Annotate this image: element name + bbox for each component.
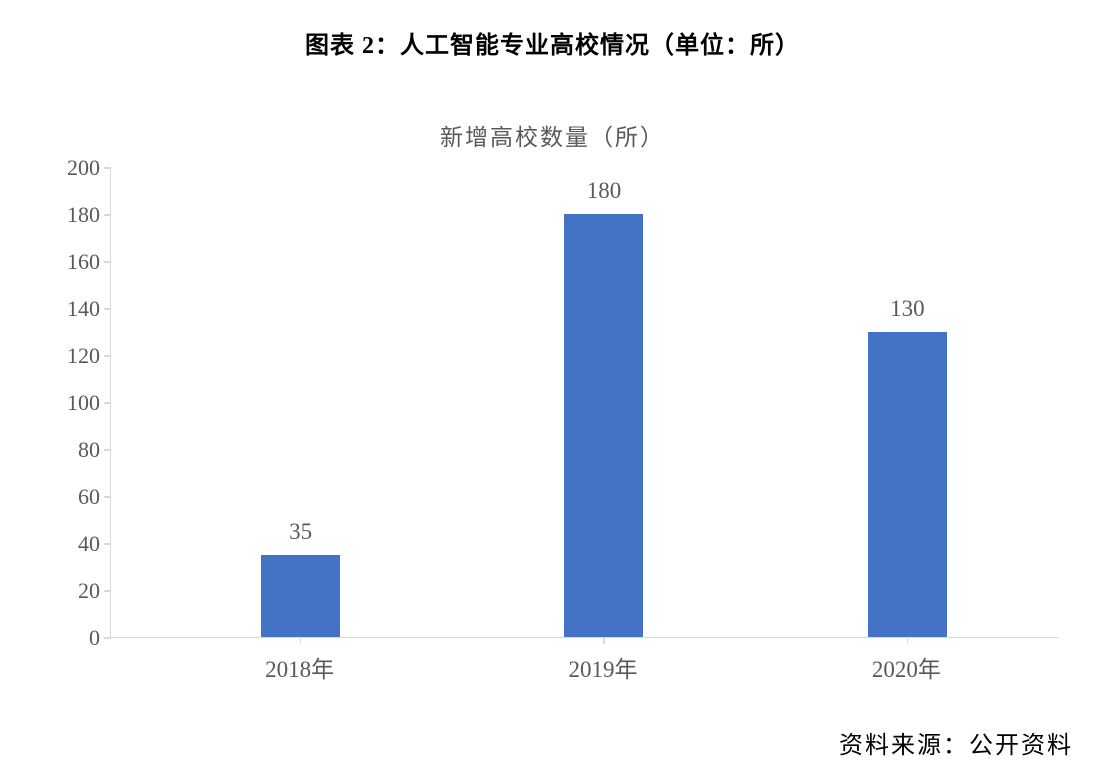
y-tick-label: 200 (67, 155, 100, 181)
y-tick-mark (104, 543, 111, 545)
y-tick-label: 20 (78, 578, 100, 604)
y-tick-mark (104, 496, 111, 498)
y-tick-mark (104, 261, 111, 263)
bar-value-label: 35 (289, 519, 312, 545)
y-tick-label: 120 (67, 343, 100, 369)
x-tick-label: 2018年 (265, 650, 334, 684)
bar-value-label: 130 (890, 296, 925, 322)
y-tick-mark (104, 214, 111, 216)
y-tick-label: 60 (78, 484, 100, 510)
x-tick-mark (300, 637, 302, 644)
y-tick-label: 0 (89, 625, 100, 651)
y-tick-label: 160 (67, 249, 100, 275)
chart-title: 图表 2：人工智能专业高校情况（单位：所） (0, 0, 1105, 60)
y-tick-mark (104, 637, 111, 639)
bar (261, 555, 340, 637)
bar-value-label: 180 (587, 178, 622, 204)
y-tick-mark (104, 308, 111, 310)
y-tick-label: 140 (67, 296, 100, 322)
source-label: 资料来源：公开资料 (839, 725, 1073, 760)
y-tick-label: 100 (67, 390, 100, 416)
plot-area: 35 180 130 (110, 168, 1058, 638)
y-tick-mark (104, 402, 111, 404)
x-tick-mark (907, 637, 909, 644)
x-tick-mark (603, 637, 605, 644)
chart-subtitle: 新增高校数量（所） (0, 118, 1105, 152)
bar (564, 214, 643, 637)
chart-area: 35180130 0204060801001201401601802002018… (48, 168, 1058, 678)
y-tick-mark (104, 167, 111, 169)
bar (868, 332, 947, 638)
y-tick-mark (104, 449, 111, 451)
y-tick-mark (104, 590, 111, 592)
x-tick-label: 2019年 (568, 650, 637, 684)
y-tick-mark (104, 355, 111, 357)
y-tick-label: 80 (78, 437, 100, 463)
y-tick-label: 40 (78, 531, 100, 557)
y-tick-label: 180 (67, 202, 100, 228)
x-tick-label: 2020年 (872, 650, 941, 684)
